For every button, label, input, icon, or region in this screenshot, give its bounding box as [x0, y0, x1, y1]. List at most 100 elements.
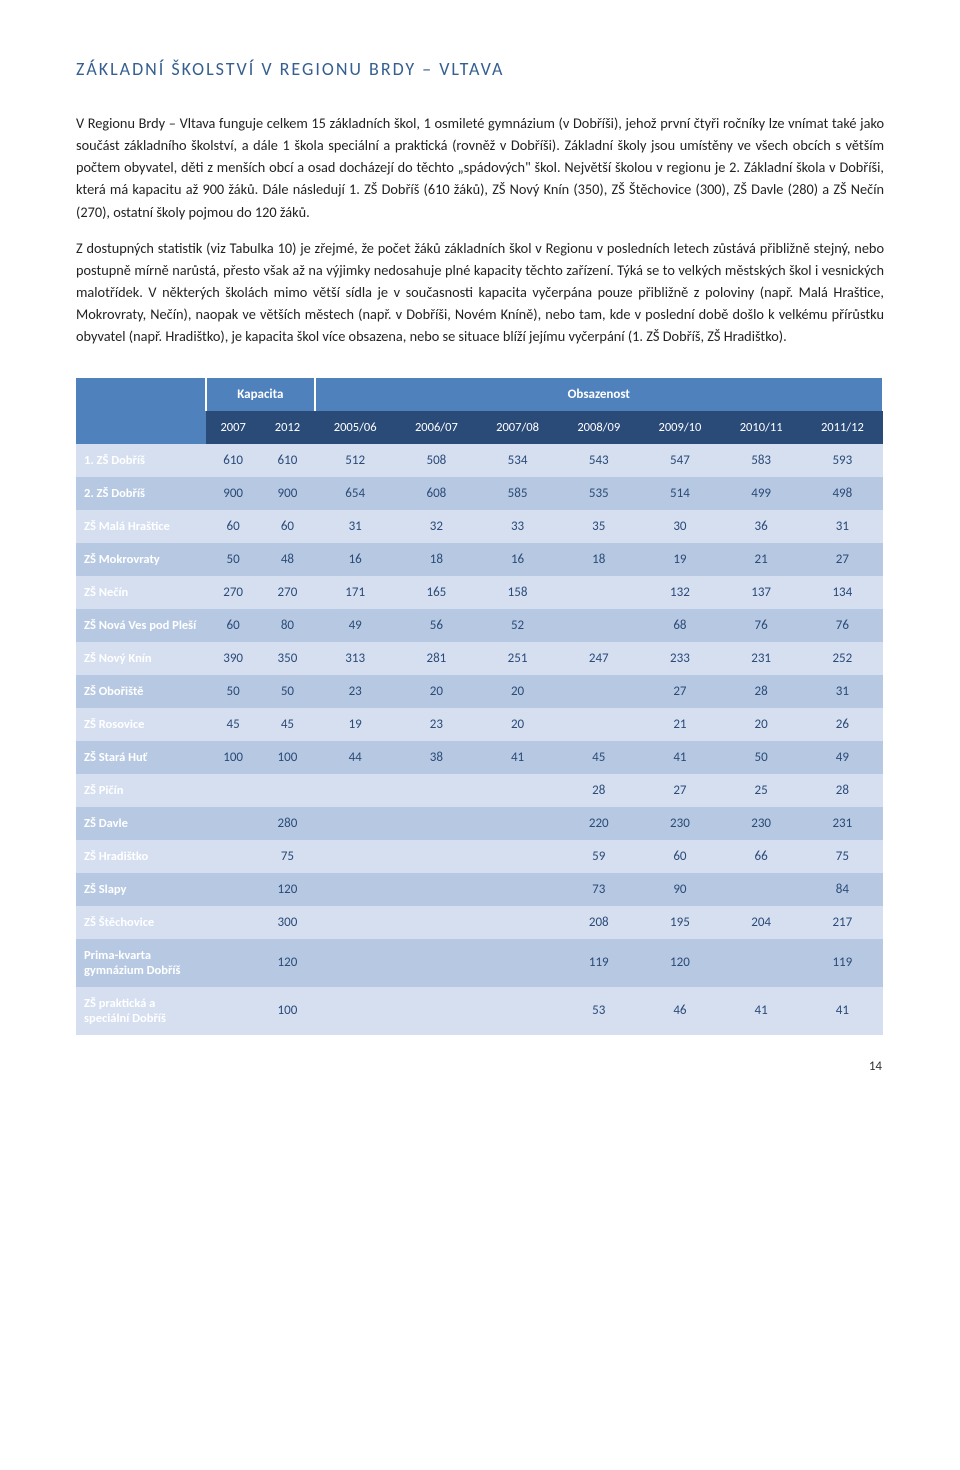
table-cell: 75 — [260, 840, 314, 873]
table-cell: 270 — [206, 576, 260, 609]
table-cell: 25 — [721, 774, 802, 807]
table-cell: 251 — [477, 642, 558, 675]
row-label: ZŠ praktická a speciální Dobříš — [76, 987, 206, 1035]
table-cell: 50 — [721, 741, 802, 774]
col-year: 2006/07 — [396, 411, 477, 444]
table-cell: 230 — [639, 807, 720, 840]
table-cell: 900 — [206, 477, 260, 510]
table-cell: 20 — [721, 708, 802, 741]
table-cell: 60 — [206, 510, 260, 543]
table-cell: 512 — [315, 444, 396, 477]
col-year: 2010/11 — [721, 411, 802, 444]
table-cell: 134 — [802, 576, 883, 609]
table-cell — [721, 939, 802, 987]
table-cell: 49 — [802, 741, 883, 774]
table-cell: 119 — [558, 939, 639, 987]
table-cell: 499 — [721, 477, 802, 510]
table-cell: 50 — [206, 543, 260, 576]
table-cell: 583 — [721, 444, 802, 477]
table-cell: 231 — [721, 642, 802, 675]
table-cell — [477, 987, 558, 1035]
table-cell: 498 — [802, 477, 883, 510]
row-label: ZŠ Hradištko — [76, 840, 206, 873]
table-cell: 252 — [802, 642, 883, 675]
table-cell: 593 — [802, 444, 883, 477]
table-cell: 27 — [639, 675, 720, 708]
table-cell: 41 — [721, 987, 802, 1035]
table-row: ZŠ Malá Hraštice606031323335303631 — [76, 510, 883, 543]
table-cell: 158 — [477, 576, 558, 609]
paragraph-1: V Regionu Brdy – Vltava funguje celkem 1… — [76, 112, 884, 223]
table-cell — [206, 840, 260, 873]
table-row: ZŠ Slapy120739084 — [76, 873, 883, 906]
table-cell — [206, 939, 260, 987]
table-cell: 165 — [396, 576, 477, 609]
table-cell: 120 — [260, 939, 314, 987]
table-row: ZŠ Nová Ves pod Pleší6080495652687676 — [76, 609, 883, 642]
table-cell: 41 — [639, 741, 720, 774]
table-cell: 28 — [558, 774, 639, 807]
row-label: Prima-kvarta gymnázium Dobříš — [76, 939, 206, 987]
table-row: ZŠ Pičín28272528 — [76, 774, 883, 807]
table-cell: 195 — [639, 906, 720, 939]
row-label: ZŠ Nová Ves pod Pleší — [76, 609, 206, 642]
table-cell: 120 — [260, 873, 314, 906]
table-cell — [206, 906, 260, 939]
table-cell: 50 — [260, 675, 314, 708]
table-cell: 610 — [260, 444, 314, 477]
table-cell: 52 — [477, 609, 558, 642]
table-cell — [477, 807, 558, 840]
table-cell: 247 — [558, 642, 639, 675]
table-cell: 27 — [639, 774, 720, 807]
table-cell — [721, 873, 802, 906]
table-row: ZŠ praktická a speciální Dobříš100534641… — [76, 987, 883, 1035]
table-cell: 100 — [260, 741, 314, 774]
header-kapacita: Kapacita — [206, 378, 315, 411]
table-cell: 46 — [639, 987, 720, 1035]
page-title: ZÁKLADNÍ ŠKOLSTVÍ V REGIONU BRDY – VLTAV… — [76, 58, 884, 80]
table-cell: 45 — [558, 741, 639, 774]
table-cell: 60 — [639, 840, 720, 873]
table-cell — [206, 807, 260, 840]
col-year: 2011/12 — [802, 411, 883, 444]
table-cell — [206, 987, 260, 1035]
row-label: ZŠ Obořiště — [76, 675, 206, 708]
table-cell — [396, 939, 477, 987]
table-cell — [315, 774, 396, 807]
table-cell: 16 — [315, 543, 396, 576]
table-cell: 27 — [802, 543, 883, 576]
table-row: 2. ZŠ Dobříš900900654608585535514499498 — [76, 477, 883, 510]
table-cell: 508 — [396, 444, 477, 477]
table-row: ZŠ Štěchovice300208195204217 — [76, 906, 883, 939]
table-cell — [315, 807, 396, 840]
table-cell — [477, 939, 558, 987]
table-cell: 31 — [802, 675, 883, 708]
table-cell: 20 — [477, 708, 558, 741]
table-cell: 132 — [639, 576, 720, 609]
header-blank — [76, 378, 206, 411]
table-cell: 120 — [639, 939, 720, 987]
col-year: 2007 — [206, 411, 260, 444]
header-obsazenost: Obsazenost — [315, 378, 883, 411]
table-cell: 208 — [558, 906, 639, 939]
row-label: ZŠ Mokrovraty — [76, 543, 206, 576]
table-row: ZŠ Obořiště5050232020272831 — [76, 675, 883, 708]
table-cell: 543 — [558, 444, 639, 477]
table-cell: 900 — [260, 477, 314, 510]
table-cell: 514 — [639, 477, 720, 510]
table-cell: 45 — [260, 708, 314, 741]
table-cell: 53 — [558, 987, 639, 1035]
table-cell: 137 — [721, 576, 802, 609]
table-cell: 26 — [802, 708, 883, 741]
table-cell — [477, 906, 558, 939]
row-label: ZŠ Stará Huť — [76, 741, 206, 774]
table-cell: 31 — [802, 510, 883, 543]
table-cell: 84 — [802, 873, 883, 906]
table-header-years: 2007 2012 2005/06 2006/07 2007/08 2008/0… — [76, 411, 883, 444]
table-cell: 608 — [396, 477, 477, 510]
table-cell: 80 — [260, 609, 314, 642]
table-cell: 100 — [206, 741, 260, 774]
table-cell: 350 — [260, 642, 314, 675]
header-blank-2 — [76, 411, 206, 444]
table-cell: 66 — [721, 840, 802, 873]
